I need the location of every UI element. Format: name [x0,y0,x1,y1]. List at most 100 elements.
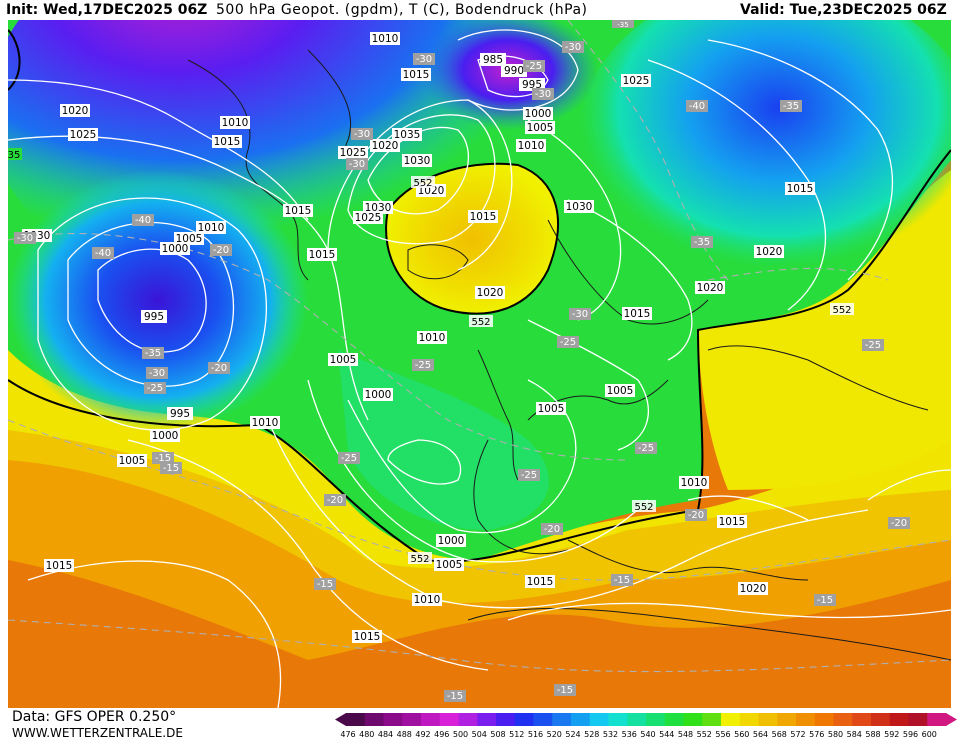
pressure-label[interactable]: 1015 [717,515,747,528]
temp-label[interactable]: -15 [814,594,836,606]
temp-label[interactable]: -20 [210,244,232,256]
temp-label[interactable]: -20 [541,523,563,535]
geopot-label[interactable]: 552 [408,552,432,565]
temp-label[interactable]: -15 [314,578,336,590]
geopot-label[interactable]: 35 [8,148,22,161]
pressure-label[interactable]: 1005 [117,454,147,467]
pressure-label[interactable]: 1005 [434,558,464,571]
pressure-label[interactable]: 1010 [370,32,400,45]
temp-label[interactable]: -25 [338,452,360,464]
temp-label[interactable]: -30 [562,41,584,53]
temp-label[interactable]: -25 [635,442,657,454]
temp-label[interactable]: -25 [557,336,579,348]
temp-label[interactable]: -15 [160,462,182,474]
temp-label[interactable]: -40 [92,247,114,259]
svg-text:-35: -35 [783,101,799,112]
pressure-label[interactable]: 990 [501,64,527,77]
pressure-label[interactable]: 985 [480,53,506,66]
geopot-label[interactable]: 552 [469,315,493,328]
temp-label[interactable]: -30 [413,53,435,65]
geopot-label[interactable]: 552 [830,303,854,316]
colorbar-tick-label: 480 [359,730,375,739]
temp-label[interactable]: -20 [888,517,910,529]
pressure-label[interactable]: 1025 [353,211,383,224]
temp-label[interactable]: -25 [862,339,884,351]
temp-label[interactable]: -15 [152,452,174,464]
pressure-label[interactable]: 1030 [402,154,432,167]
temp-label[interactable]: -30 [532,88,554,100]
temp-label[interactable]: -35 [142,347,164,359]
pressure-label[interactable]: 1000 [523,107,553,120]
pressure-label[interactable]: 1005 [525,121,555,134]
temp-label[interactable]: -20 [208,362,230,374]
pressure-label[interactable]: 1020 [738,582,768,595]
svg-text:552: 552 [243,418,262,429]
pressure-label[interactable]: 1005 [605,384,635,397]
pressure-label[interactable]: 1020 [754,245,784,258]
pressure-label[interactable]: 1010 [417,331,447,344]
temp-label[interactable]: -30 [146,367,168,379]
temp-label[interactable]: -15 [444,690,466,702]
pressure-label[interactable]: 1015 [525,575,555,588]
pressure-label[interactable]: 1025 [621,74,651,87]
temp-label[interactable]: -15 [554,684,576,696]
pressure-label[interactable]: 1015 [212,135,242,148]
pressure-label[interactable]: 1025 [338,146,368,159]
pressure-label[interactable]: 1010 [516,139,546,152]
temp-label[interactable]: -25 [518,469,540,481]
pressure-label[interactable]: 1015 [307,248,337,261]
pressure-label[interactable]: 1015 [468,210,498,223]
temp-label[interactable]: -40 [132,214,154,226]
temp-label[interactable]: -40 [686,100,708,112]
pressure-label[interactable]: 1015 [352,630,382,643]
temp-label[interactable]: -30 [14,232,36,244]
temp-label[interactable]: -35 [780,100,802,112]
pressure-label[interactable]: 1020 [60,104,90,117]
temp-label[interactable]: -30 [351,128,373,140]
pressure-label[interactable]: 1005 [536,402,566,415]
svg-text:-25: -25 [147,383,163,394]
pressure-label[interactable]: 1020 [695,281,725,294]
pressure-label[interactable]: 1025 [68,128,98,141]
pressure-label[interactable]: 1015 [283,204,313,217]
pressure-label[interactable]: 1020 [370,139,400,152]
svg-text:1015: 1015 [624,308,651,320]
weather-map[interactable]: 1010 1015 1010 1015 1020 1025 985 990 99… [8,20,951,708]
pressure-label[interactable]: 1030 [564,200,594,213]
temp-label[interactable]: -30 [569,308,591,320]
temp-label[interactable]: -15 [611,574,633,586]
temp-label[interactable]: -25 [144,382,166,394]
pressure-label[interactable]: 1015 [401,68,431,81]
pressure-label[interactable]: 1010 [679,476,709,489]
pressure-label[interactable]: 1000 [160,242,190,255]
pressure-label[interactable]: 1015 [44,559,74,572]
pressure-label[interactable]: 1010 [412,593,442,606]
pressure-label[interactable]: 1015 [785,182,815,195]
geopot-label[interactable]: 552 [632,500,656,513]
pressure-label[interactable]: 1015 [622,307,652,320]
temp-label[interactable]: -35 [612,20,634,29]
website-link[interactable]: WWW.WETTERZENTRALE.DE [12,726,183,740]
geopot-label[interactable]: 552 [241,416,265,429]
temp-label[interactable]: -25 [523,60,545,72]
pressure-label[interactable]: 1000 [436,534,466,547]
pressure-label[interactable]: 1035 [392,128,422,141]
pressure-label[interactable]: 1010 [250,416,280,429]
geopot-label[interactable]: 552 [411,176,435,189]
pressure-label[interactable]: 995 [141,310,167,323]
svg-text:-15: -15 [155,453,171,464]
temp-label[interactable]: -25 [412,359,434,371]
svg-text:1015: 1015 [787,183,814,195]
pressure-label[interactable]: 1005 [328,353,358,366]
pressure-label[interactable]: 1010 [220,116,250,129]
pressure-label[interactable]: 1010 [196,221,226,234]
pressure-label[interactable]: 1000 [363,388,393,401]
temp-label[interactable]: -30 [346,158,368,170]
pressure-label[interactable]: 1000 [150,429,180,442]
svg-text:1005: 1005 [119,455,146,467]
temp-label[interactable]: -20 [685,509,707,521]
pressure-label[interactable]: 1020 [475,286,505,299]
pressure-label[interactable]: 995 [167,407,193,420]
temp-label[interactable]: -35 [691,236,713,248]
temp-label[interactable]: -20 [324,494,346,506]
